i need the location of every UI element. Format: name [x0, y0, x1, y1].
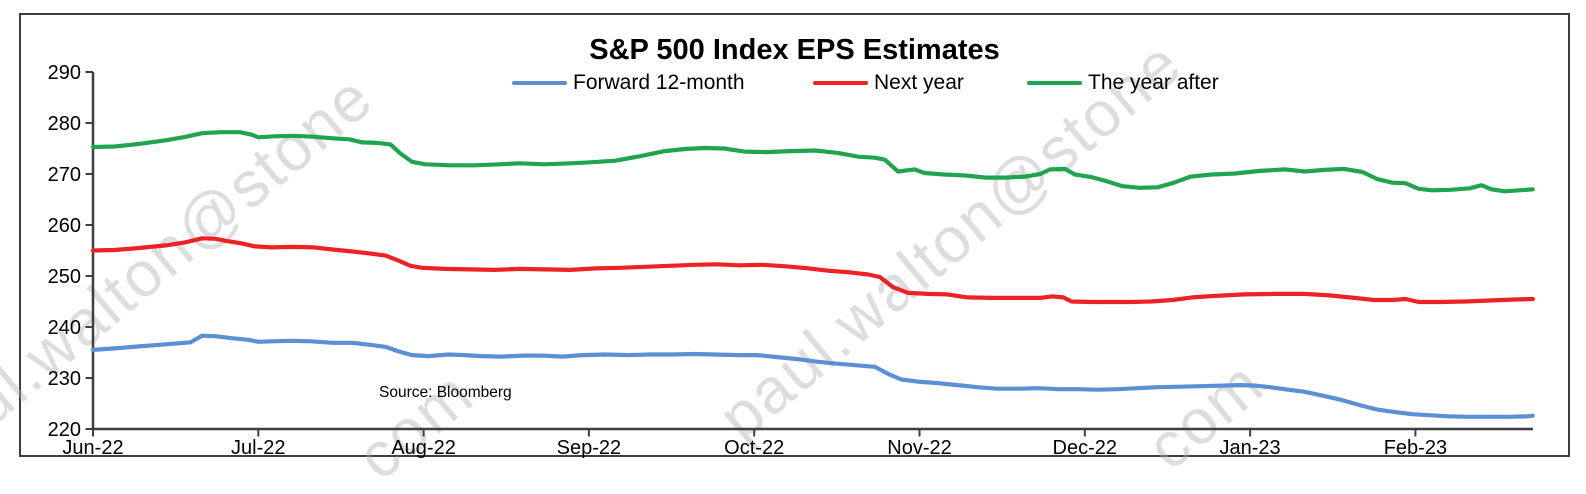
y-tick-label: 290: [48, 62, 81, 84]
x-tick-label: Jan-23: [1220, 437, 1281, 459]
x-tick-label: Sep-22: [557, 437, 622, 459]
x-tick-label: Nov-22: [887, 437, 951, 459]
series-line-next-year: [90, 236, 1535, 305]
legend-label: Forward 12-month: [573, 71, 745, 94]
x-tick-label: Oct-22: [724, 437, 784, 459]
y-tick-label: 260: [48, 215, 81, 237]
legend-item-forward-12-month: Forward 12-month: [512, 71, 745, 95]
source-note: Source: Bloomberg: [379, 384, 512, 401]
chart-plot: 220 230 240 250 260 270 280 290 Jun-22 Jul-22 Aug-…: [48, 62, 1535, 459]
legend-label: The year after: [1088, 71, 1219, 94]
chart-screenshot: { "title": "S&P 500 Index EPS Estimates"…: [0, 13, 1570, 494]
series-line-forward-12-month: [90, 333, 1535, 419]
x-tick-label: Dec-22: [1053, 437, 1117, 459]
x-tick-label: Feb-23: [1384, 437, 1447, 459]
y-tick-label: 220: [48, 419, 81, 441]
legend-swatch-red-line: [813, 80, 868, 86]
y-tick-label: 240: [48, 317, 81, 339]
y-tick-label: 230: [48, 368, 81, 390]
y-tick-label: 270: [48, 164, 81, 186]
chart-frame: [19, 13, 1570, 457]
legend-swatch-blue-line: [512, 80, 567, 86]
legend-item-the-year-after: The year after: [1027, 71, 1219, 95]
x-tick-label: Jun-22: [62, 437, 123, 459]
y-tick-label: 250: [48, 266, 81, 288]
legend-item-next-year: Next year: [813, 71, 964, 95]
legend-swatch-green-line: [1027, 80, 1082, 86]
series-line-the-year-after: [90, 130, 1535, 194]
legend-label: Next year: [874, 71, 964, 94]
x-tick-label: Jul-22: [231, 437, 285, 459]
chart-title: S&P 500 Index EPS Estimates: [589, 34, 1000, 66]
y-tick-label: 280: [48, 113, 81, 135]
x-tick-label: Aug-22: [391, 437, 456, 459]
